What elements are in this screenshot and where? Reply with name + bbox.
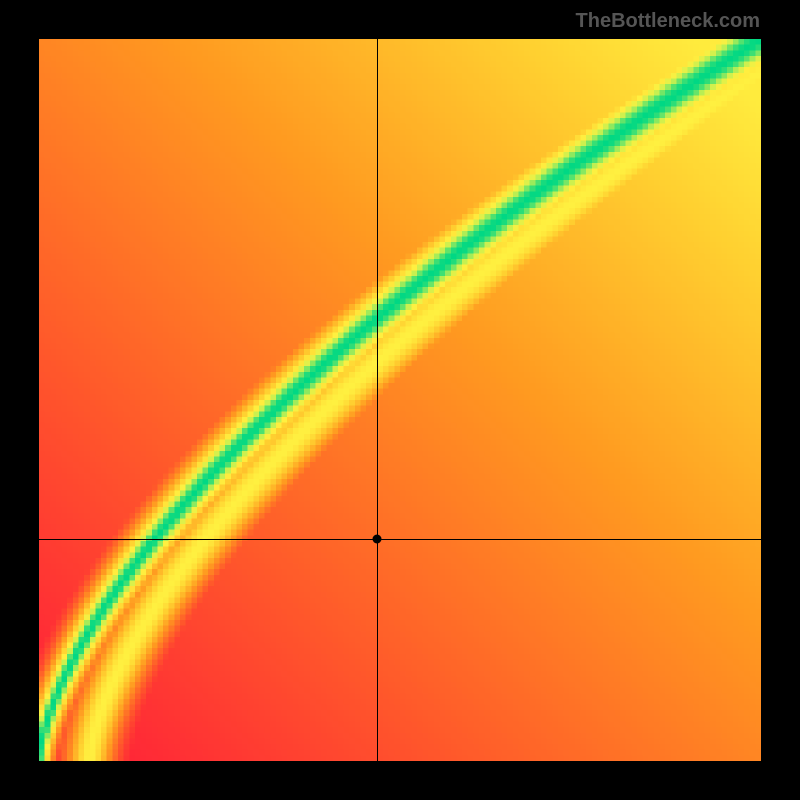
watermark-text: TheBottleneck.com	[576, 10, 760, 33]
bottleneck-heatmap	[39, 39, 761, 761]
crosshair-horizontal	[39, 539, 761, 540]
chart-container: TheBottleneck.com	[0, 0, 800, 800]
crosshair-marker-dot	[372, 534, 381, 543]
crosshair-vertical	[377, 39, 378, 761]
